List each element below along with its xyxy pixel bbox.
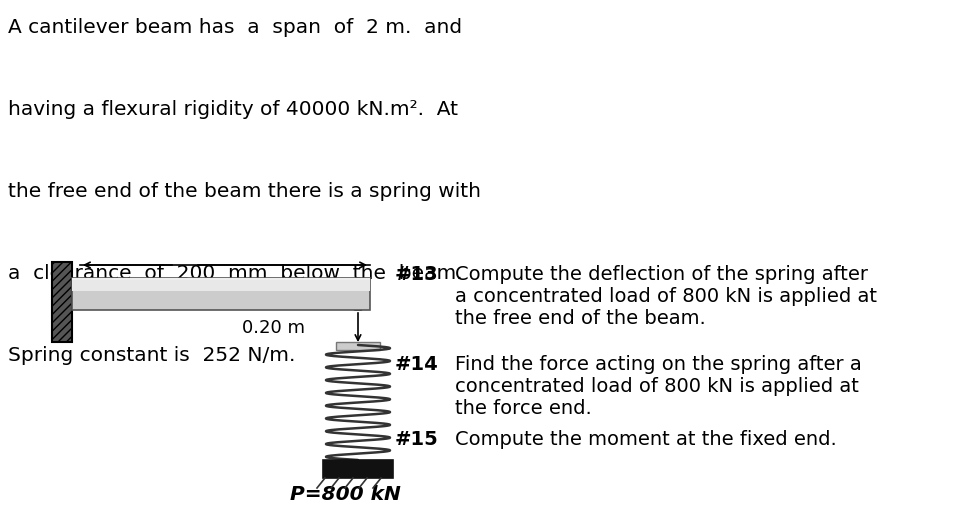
Bar (72, 278, 370, 288)
Bar (336, 342, 380, 350)
Text: the force end.: the force end. (455, 399, 592, 418)
Text: 0.20 m: 0.20 m (242, 319, 305, 337)
Bar (323, 460, 393, 478)
Text: #14: #14 (395, 355, 438, 374)
Text: P=800 kN: P=800 kN (290, 486, 400, 504)
Text: concentrated load of 800 kN is applied at: concentrated load of 800 kN is applied a… (455, 377, 859, 396)
Text: Spring constant is  252 N/m.: Spring constant is 252 N/m. (8, 346, 295, 365)
Text: A cantilever beam has  a  span  of  2 m.  and: A cantilever beam has a span of 2 m. and (8, 18, 462, 37)
Text: having a flexural rigidity of 40000 kN.m².  At: having a flexural rigidity of 40000 kN.m… (8, 100, 458, 119)
Text: the free end of the beam.: the free end of the beam. (455, 309, 706, 328)
Text: a  clearance  of  200  mm  below  the  beam.: a clearance of 200 mm below the beam. (8, 264, 463, 283)
Text: #13: #13 (395, 265, 438, 284)
Text: #15: #15 (395, 430, 438, 449)
Text: Compute the deflection of the spring after: Compute the deflection of the spring aft… (455, 265, 868, 284)
Bar (72, 278, 370, 310)
Text: the free end of the beam there is a spring with: the free end of the beam there is a spri… (8, 182, 481, 201)
Text: Find the force acting on the spring after a: Find the force acting on the spring afte… (455, 355, 862, 374)
Bar (72, 280, 370, 291)
Bar (52, 262, 72, 342)
Text: a concentrated load of 800 kN is applied at: a concentrated load of 800 kN is applied… (455, 287, 877, 306)
Text: Compute the moment at the fixed end.: Compute the moment at the fixed end. (455, 430, 837, 449)
